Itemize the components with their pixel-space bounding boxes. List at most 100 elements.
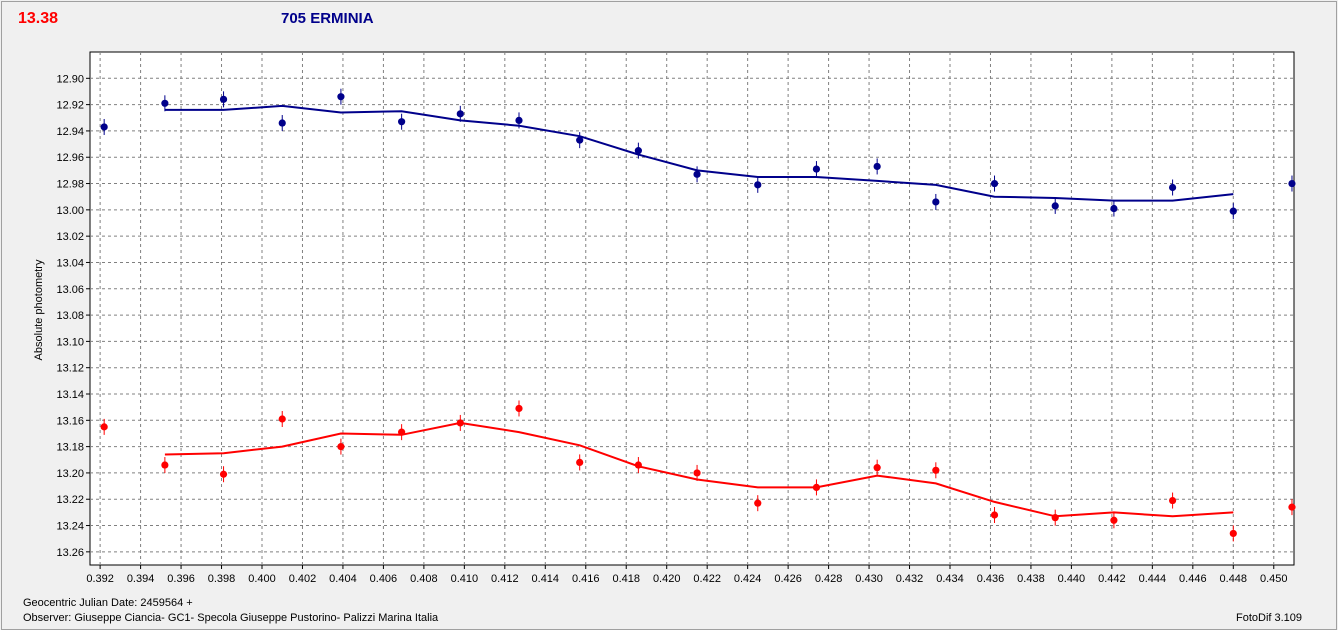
y-tick-label: 13.00 bbox=[56, 205, 84, 217]
data-point bbox=[1229, 207, 1237, 215]
data-point bbox=[1168, 183, 1177, 192]
data-point bbox=[1051, 202, 1059, 210]
y-tick-label: 13.04 bbox=[56, 257, 84, 269]
data-point bbox=[634, 147, 642, 155]
data-point bbox=[634, 461, 642, 469]
x-tick-label: 0.434 bbox=[936, 573, 964, 585]
x-tick-label: 0.410 bbox=[451, 573, 479, 585]
x-tick-label: 0.442 bbox=[1098, 573, 1126, 585]
x-tick-label: 0.394 bbox=[127, 573, 155, 585]
x-tick-label: 0.426 bbox=[774, 573, 802, 585]
data-point bbox=[456, 110, 464, 118]
y-tick-label: 13.02 bbox=[56, 231, 84, 243]
data-point bbox=[278, 415, 286, 423]
x-tick-label: 0.446 bbox=[1179, 573, 1207, 585]
data-point bbox=[873, 162, 881, 171]
y-tick-label: 13.08 bbox=[56, 310, 84, 322]
x-tick-label: 0.412 bbox=[491, 573, 519, 585]
y-tick-label: 13.26 bbox=[56, 547, 84, 559]
y-tick-label: 13.14 bbox=[56, 389, 84, 401]
y-tick-label: 13.24 bbox=[56, 521, 84, 533]
y-tick-label: 12.94 bbox=[56, 126, 84, 138]
data-point bbox=[278, 119, 286, 127]
data-point bbox=[1110, 516, 1118, 524]
x-tick-label: 0.402 bbox=[289, 573, 317, 585]
y-tick-label: 13.16 bbox=[56, 415, 84, 427]
x-tick-label: 0.450 bbox=[1260, 573, 1288, 585]
data-point bbox=[1168, 496, 1177, 505]
series-1 bbox=[100, 400, 1296, 542]
magnitude-label: 13.38 bbox=[18, 10, 59, 27]
y-tick-label: 12.96 bbox=[56, 152, 84, 164]
y-tick-label: 13.10 bbox=[56, 336, 84, 348]
y-axis: 12.90 12.92 12.94 12.96 12.98 13.00 13.02 13.04… bbox=[56, 73, 90, 559]
y-axis-label: Absolute photometry bbox=[33, 259, 45, 360]
grid bbox=[90, 52, 1294, 565]
x-tick-label: 0.448 bbox=[1220, 573, 1248, 585]
x-tick-label: 0.440 bbox=[1058, 573, 1086, 585]
x-tick-label: 0.444 bbox=[1139, 573, 1167, 585]
data-point bbox=[990, 179, 999, 188]
y-tick-label: 13.20 bbox=[56, 468, 84, 480]
x-tick-label: 0.400 bbox=[248, 573, 276, 585]
x-tick-label: 0.430 bbox=[855, 573, 883, 585]
x-tick-label: 0.416 bbox=[572, 573, 600, 585]
x-tick-label: 0.428 bbox=[815, 573, 843, 585]
data-point bbox=[161, 99, 169, 107]
y-tick-label: 12.92 bbox=[56, 100, 84, 112]
data-point bbox=[1288, 179, 1296, 188]
x-tick-label: 0.398 bbox=[208, 573, 236, 585]
data-point bbox=[219, 95, 228, 103]
x-tick-label: 0.422 bbox=[693, 573, 721, 585]
x-tick-label: 0.436 bbox=[977, 573, 1005, 585]
data-point bbox=[398, 118, 406, 126]
data-point bbox=[932, 466, 940, 474]
data-point bbox=[161, 461, 169, 469]
series-0 bbox=[100, 88, 1296, 220]
software-label: FotoDif 3.109 bbox=[1236, 612, 1303, 624]
data-point bbox=[693, 170, 701, 178]
plot-area bbox=[89, 51, 1295, 566]
data-point bbox=[337, 443, 345, 451]
x-tick-label: 0.424 bbox=[734, 573, 762, 585]
data-point bbox=[100, 123, 108, 131]
x-tick-label: 0.438 bbox=[1017, 573, 1045, 585]
x-tick-label: 0.418 bbox=[612, 573, 640, 585]
data-point bbox=[812, 483, 821, 491]
y-tick-label: 13.18 bbox=[56, 442, 84, 454]
y-tick-label: 12.90 bbox=[56, 73, 84, 85]
data-point bbox=[1110, 204, 1118, 213]
data-point bbox=[576, 136, 584, 144]
data-point bbox=[1051, 514, 1059, 522]
data-point bbox=[398, 428, 406, 436]
x-tick-label: 0.414 bbox=[532, 573, 560, 585]
data-point bbox=[337, 93, 345, 101]
x-tick-label: 0.432 bbox=[896, 573, 924, 585]
data-point bbox=[990, 511, 999, 519]
data-point bbox=[576, 458, 584, 466]
data-point bbox=[100, 423, 108, 431]
data-point bbox=[873, 464, 881, 472]
data-point bbox=[1288, 503, 1296, 511]
data-point bbox=[754, 499, 762, 507]
x-tick-label: 0.392 bbox=[86, 573, 114, 585]
y-tick-label: 13.06 bbox=[56, 284, 84, 296]
data-point bbox=[812, 165, 821, 173]
data-point bbox=[456, 419, 464, 427]
x-axis: 0.392 0.394 0.396 0.398 0.400 0.402 0.404 0.406… bbox=[86, 565, 1288, 585]
julian-date-label: Geocentric Julian Date: 2459564 + bbox=[23, 597, 193, 609]
data-point bbox=[219, 470, 228, 478]
data-point bbox=[693, 469, 701, 477]
data-point bbox=[754, 181, 762, 189]
y-tick-label: 13.12 bbox=[56, 363, 84, 375]
x-tick-label: 0.408 bbox=[410, 573, 438, 585]
data-point bbox=[515, 116, 523, 124]
x-tick-label: 0.406 bbox=[370, 573, 398, 585]
x-tick-label: 0.420 bbox=[653, 573, 681, 585]
y-tick-label: 12.98 bbox=[56, 179, 84, 191]
x-tick-label: 0.404 bbox=[329, 573, 357, 585]
series-layer bbox=[100, 88, 1296, 542]
data-point bbox=[932, 198, 940, 206]
observer-label: Observer: Giuseppe Ciancia- GC1- Specola… bbox=[23, 612, 439, 624]
